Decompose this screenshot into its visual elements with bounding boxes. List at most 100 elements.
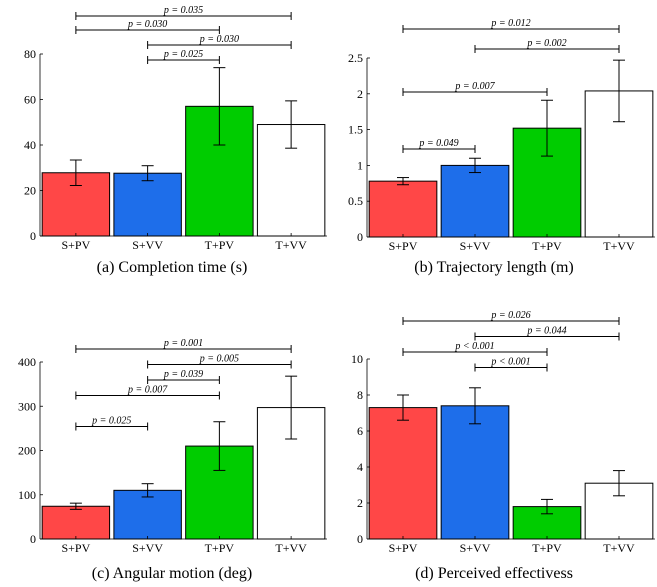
p-value-label: p = 0.012	[490, 18, 530, 29]
x-tick-label: T+VV	[603, 239, 635, 253]
p-value-label: p < 0.001	[454, 341, 494, 352]
p-value-label: p = 0.025	[163, 49, 203, 60]
y-tick-label: 1	[357, 158, 363, 172]
error-bar	[397, 394, 409, 421]
chart-panel-2: 0 0.5 1 1.5 2 2.5 S+PV S+VV T+PV T+VV p = 0.012 p =…	[348, 18, 655, 276]
y-tick-label: 100	[18, 488, 36, 502]
error-bar	[613, 470, 625, 497]
p-value-label: p = 0.044	[526, 326, 566, 337]
p-value-label: p = 0.002	[526, 38, 566, 49]
significance-bracket: p = 0.044	[474, 326, 620, 341]
x-tick-label: T+PV	[532, 239, 562, 253]
p-value-label: p = 0.007	[127, 385, 168, 396]
p-value-label: p = 0.049	[418, 138, 458, 149]
y-tick-label: 2.5	[348, 51, 363, 65]
y-tick-label: 6	[357, 424, 363, 438]
error-bar	[541, 498, 553, 515]
significance-bracket: p = 0.035	[75, 5, 292, 20]
significance-bracket: p = 0.039	[147, 369, 220, 384]
chart-caption: (c) Angular motion (deg)	[92, 565, 252, 582]
y-tick-label: 4	[357, 460, 363, 474]
x-tick-label: T+PV	[205, 238, 235, 252]
error-bar	[213, 421, 226, 471]
p-value-label: p = 0.007	[454, 81, 495, 92]
y-tick-label: 1.5	[348, 123, 363, 137]
x-tick-label: T+VV	[275, 541, 307, 555]
significance-bracket: p = 0.007	[402, 81, 548, 96]
error-bar	[69, 159, 82, 186]
significance-bracket: p = 0.012	[402, 18, 620, 33]
chart-panel-1: 0 20 40 60 80 S+PV S+VV T+PV T+VV p = 0.030 p = 0.…	[24, 5, 327, 276]
bar-s-vv	[113, 172, 182, 237]
chart-panel-3: 0 100 200 300 400 S+PV S+VV T+PV T+VV p = 0.001 p …	[18, 338, 327, 582]
significance-bracket: p = 0.030	[75, 19, 220, 34]
significance-bracket: p < 0.001	[474, 357, 548, 372]
p-value-label: p = 0.035	[163, 5, 203, 16]
error-bar	[69, 502, 82, 510]
significance-bracket: p = 0.025	[75, 416, 149, 431]
x-tick-label: T+PV	[532, 541, 562, 555]
significance-bracket: p < 0.001	[402, 341, 548, 356]
y-tick-label: 10	[351, 352, 363, 366]
y-tick-label: 300	[18, 399, 36, 413]
y-tick-label: 0	[357, 532, 363, 546]
x-tick-label: S+PV	[389, 239, 418, 253]
bar-s-pv	[368, 180, 438, 238]
x-tick-label: S+VV	[132, 541, 163, 555]
y-tick-label: 0	[30, 229, 36, 243]
chart-panel-4: 0 2 4 6 8 10 S+PV S+VV T+PV T+VV p = 0.026 p = 0.04…	[351, 310, 655, 582]
error-bar	[541, 99, 553, 157]
p-value-label: p = 0.025	[91, 416, 131, 427]
x-tick-label: T+VV	[603, 541, 635, 555]
x-tick-label: S+PV	[389, 541, 418, 555]
y-tick-label: 60	[24, 93, 36, 107]
y-tick-label: 2	[357, 496, 363, 510]
y-tick-label: 8	[357, 388, 363, 402]
error-bar	[141, 165, 154, 182]
p-value-label: p = 0.030	[127, 19, 167, 30]
p-value-label: p < 0.001	[490, 357, 530, 368]
y-tick-label: 0	[357, 230, 363, 244]
y-tick-label: 80	[24, 47, 36, 61]
error-bar	[285, 100, 298, 149]
significance-bracket: p = 0.005	[147, 354, 292, 369]
bar-s-vv	[113, 489, 182, 540]
significance-bracket: p = 0.002	[474, 38, 620, 53]
x-tick-label: S+PV	[61, 541, 90, 555]
significance-bracket: p = 0.026	[402, 310, 620, 325]
chart-caption: (b) Trajectory length (m)	[414, 259, 574, 276]
significance-bracket: p = 0.030	[147, 34, 292, 49]
p-value-label: p = 0.005	[199, 354, 239, 365]
bar-s-vv	[440, 405, 510, 540]
chart-caption: (d) Perceived effectivess	[415, 565, 573, 582]
bar-s-vv	[440, 164, 510, 238]
error-bar	[613, 59, 625, 123]
y-tick-label: 0	[30, 532, 36, 546]
p-value-label: p = 0.026	[490, 310, 530, 321]
error-bar	[213, 67, 226, 146]
error-bar	[141, 483, 154, 498]
error-bar	[469, 387, 481, 425]
x-tick-label: T+VV	[275, 238, 307, 252]
bar-s-pv	[41, 505, 111, 540]
error-bar	[397, 177, 409, 186]
x-tick-label: S+VV	[460, 239, 491, 253]
y-tick-label: 0.5	[348, 194, 363, 208]
x-tick-label: S+VV	[460, 541, 491, 555]
significance-bracket: p = 0.049	[402, 138, 476, 153]
significance-bracket: p = 0.001	[75, 338, 292, 353]
p-value-label: p = 0.030	[199, 34, 239, 45]
significance-bracket: p = 0.025	[147, 49, 220, 64]
chart-caption: (a) Completion time (s)	[97, 259, 248, 276]
y-tick-label: 400	[18, 355, 36, 369]
y-tick-label: 20	[24, 184, 36, 198]
significance-bracket: p = 0.007	[75, 385, 220, 400]
error-bar	[469, 157, 481, 174]
y-tick-label: 40	[24, 138, 36, 152]
y-tick-label: 2	[357, 87, 363, 101]
x-tick-label: S+VV	[132, 238, 163, 252]
error-bar	[285, 375, 298, 440]
bar-s-pv	[368, 407, 438, 540]
x-tick-label: S+PV	[61, 238, 90, 252]
